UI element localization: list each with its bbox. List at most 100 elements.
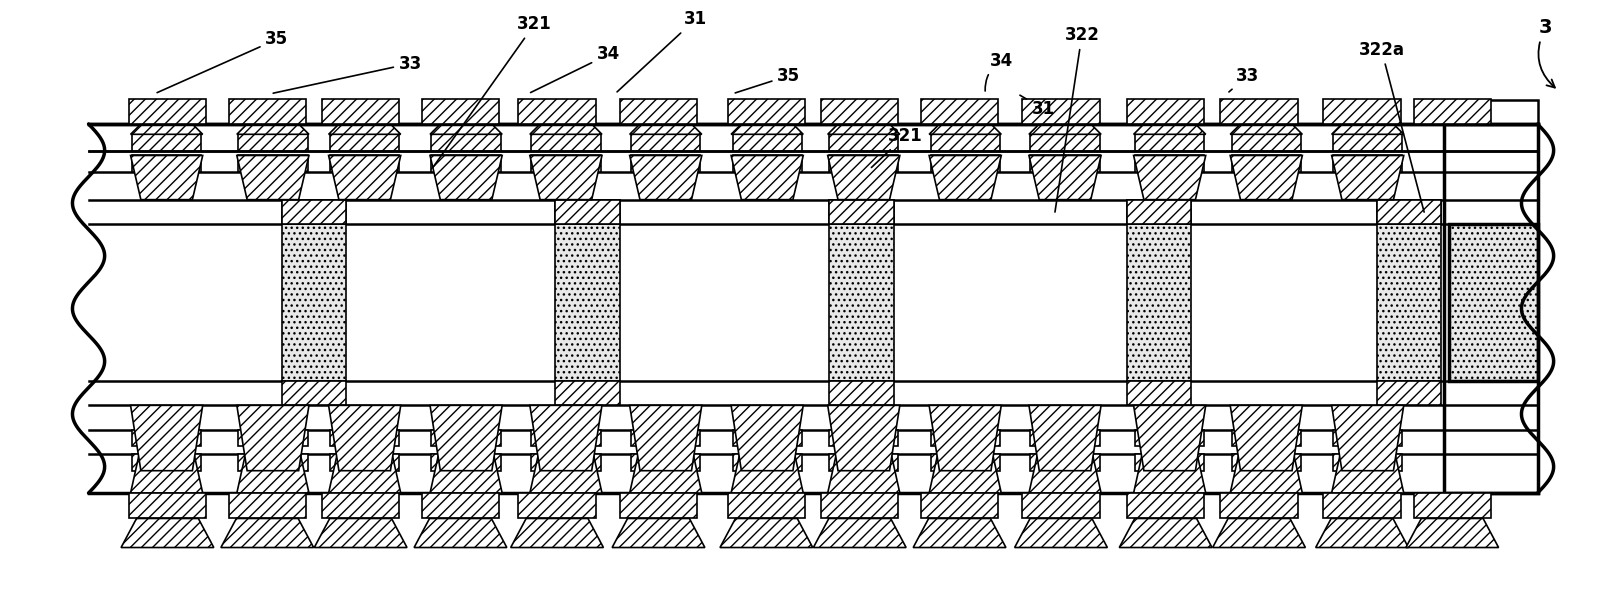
Polygon shape	[1212, 518, 1306, 548]
Polygon shape	[828, 124, 900, 134]
Polygon shape	[1029, 446, 1101, 493]
Bar	[555, 224, 620, 381]
Bar	[1377, 200, 1441, 224]
Text: 321: 321	[871, 127, 923, 168]
Bar	[1127, 200, 1191, 224]
Bar	[921, 493, 998, 518]
Polygon shape	[530, 124, 602, 134]
Polygon shape	[237, 155, 309, 200]
Polygon shape	[328, 155, 401, 200]
Polygon shape	[121, 518, 214, 548]
Polygon shape	[828, 446, 900, 493]
Bar	[1232, 430, 1301, 446]
Bar	[431, 134, 501, 151]
Bar	[733, 454, 802, 471]
Bar	[829, 224, 894, 381]
Text: 321: 321	[433, 15, 552, 167]
Bar	[1135, 430, 1204, 446]
Bar	[1127, 381, 1191, 405]
Polygon shape	[1133, 155, 1206, 200]
Bar	[1323, 99, 1401, 124]
Bar	[322, 493, 399, 518]
Bar	[631, 454, 700, 471]
Bar	[821, 99, 898, 124]
Polygon shape	[430, 124, 502, 134]
Polygon shape	[130, 124, 203, 134]
Polygon shape	[731, 124, 803, 134]
Bar	[728, 493, 805, 518]
Polygon shape	[1406, 518, 1499, 548]
Bar	[931, 454, 1000, 471]
Bar	[238, 454, 308, 471]
Polygon shape	[328, 124, 401, 134]
Bar	[1414, 99, 1491, 124]
Polygon shape	[630, 155, 702, 200]
Polygon shape	[237, 446, 309, 493]
Polygon shape	[1133, 446, 1206, 493]
Bar	[431, 430, 501, 446]
Polygon shape	[314, 518, 407, 548]
Polygon shape	[929, 446, 1001, 493]
Bar	[132, 134, 201, 151]
Bar	[1414, 493, 1491, 518]
Text: 34: 34	[531, 45, 620, 93]
Bar	[282, 200, 346, 224]
Bar	[282, 224, 346, 381]
Polygon shape	[1331, 155, 1404, 200]
Polygon shape	[1029, 124, 1101, 134]
Bar	[631, 430, 700, 446]
Polygon shape	[828, 405, 900, 471]
Polygon shape	[1230, 155, 1302, 200]
Polygon shape	[430, 405, 502, 471]
Bar	[931, 155, 1000, 172]
Bar	[330, 134, 399, 151]
Bar	[1323, 493, 1401, 518]
Bar	[631, 134, 700, 151]
Bar	[129, 99, 206, 124]
Bar	[330, 430, 399, 446]
Bar	[829, 454, 898, 471]
Bar	[531, 155, 601, 172]
Bar	[1449, 224, 1538, 381]
Bar	[518, 493, 596, 518]
Polygon shape	[1029, 155, 1101, 200]
Bar	[1220, 99, 1298, 124]
Bar	[330, 454, 399, 471]
Polygon shape	[221, 518, 314, 548]
Bar	[1135, 155, 1204, 172]
Bar	[1022, 99, 1100, 124]
Bar	[238, 430, 308, 446]
Polygon shape	[929, 155, 1001, 200]
Bar	[931, 134, 1000, 151]
Polygon shape	[1133, 124, 1206, 134]
Bar	[422, 99, 499, 124]
Polygon shape	[1119, 518, 1212, 548]
Bar	[129, 493, 206, 518]
Bar	[631, 155, 700, 172]
Bar	[1030, 454, 1100, 471]
Bar	[531, 134, 601, 151]
Bar	[829, 430, 898, 446]
Bar	[555, 381, 620, 405]
Polygon shape	[328, 446, 401, 493]
Polygon shape	[430, 155, 502, 200]
Text: 33: 33	[1228, 67, 1259, 92]
Bar	[1333, 454, 1402, 471]
Bar	[1127, 99, 1204, 124]
Polygon shape	[328, 405, 401, 471]
Text: 31: 31	[1019, 95, 1055, 118]
Bar	[229, 99, 306, 124]
Polygon shape	[1331, 124, 1404, 134]
Bar	[132, 430, 201, 446]
Polygon shape	[237, 124, 309, 134]
Bar	[1232, 134, 1301, 151]
Text: 33: 33	[274, 54, 422, 93]
Bar	[921, 99, 998, 124]
Text: 322a: 322a	[1359, 41, 1425, 212]
Polygon shape	[1315, 518, 1409, 548]
Bar	[931, 430, 1000, 446]
Bar	[1232, 155, 1301, 172]
Bar	[821, 493, 898, 518]
Text: 34: 34	[985, 51, 1013, 91]
Polygon shape	[1331, 405, 1404, 471]
